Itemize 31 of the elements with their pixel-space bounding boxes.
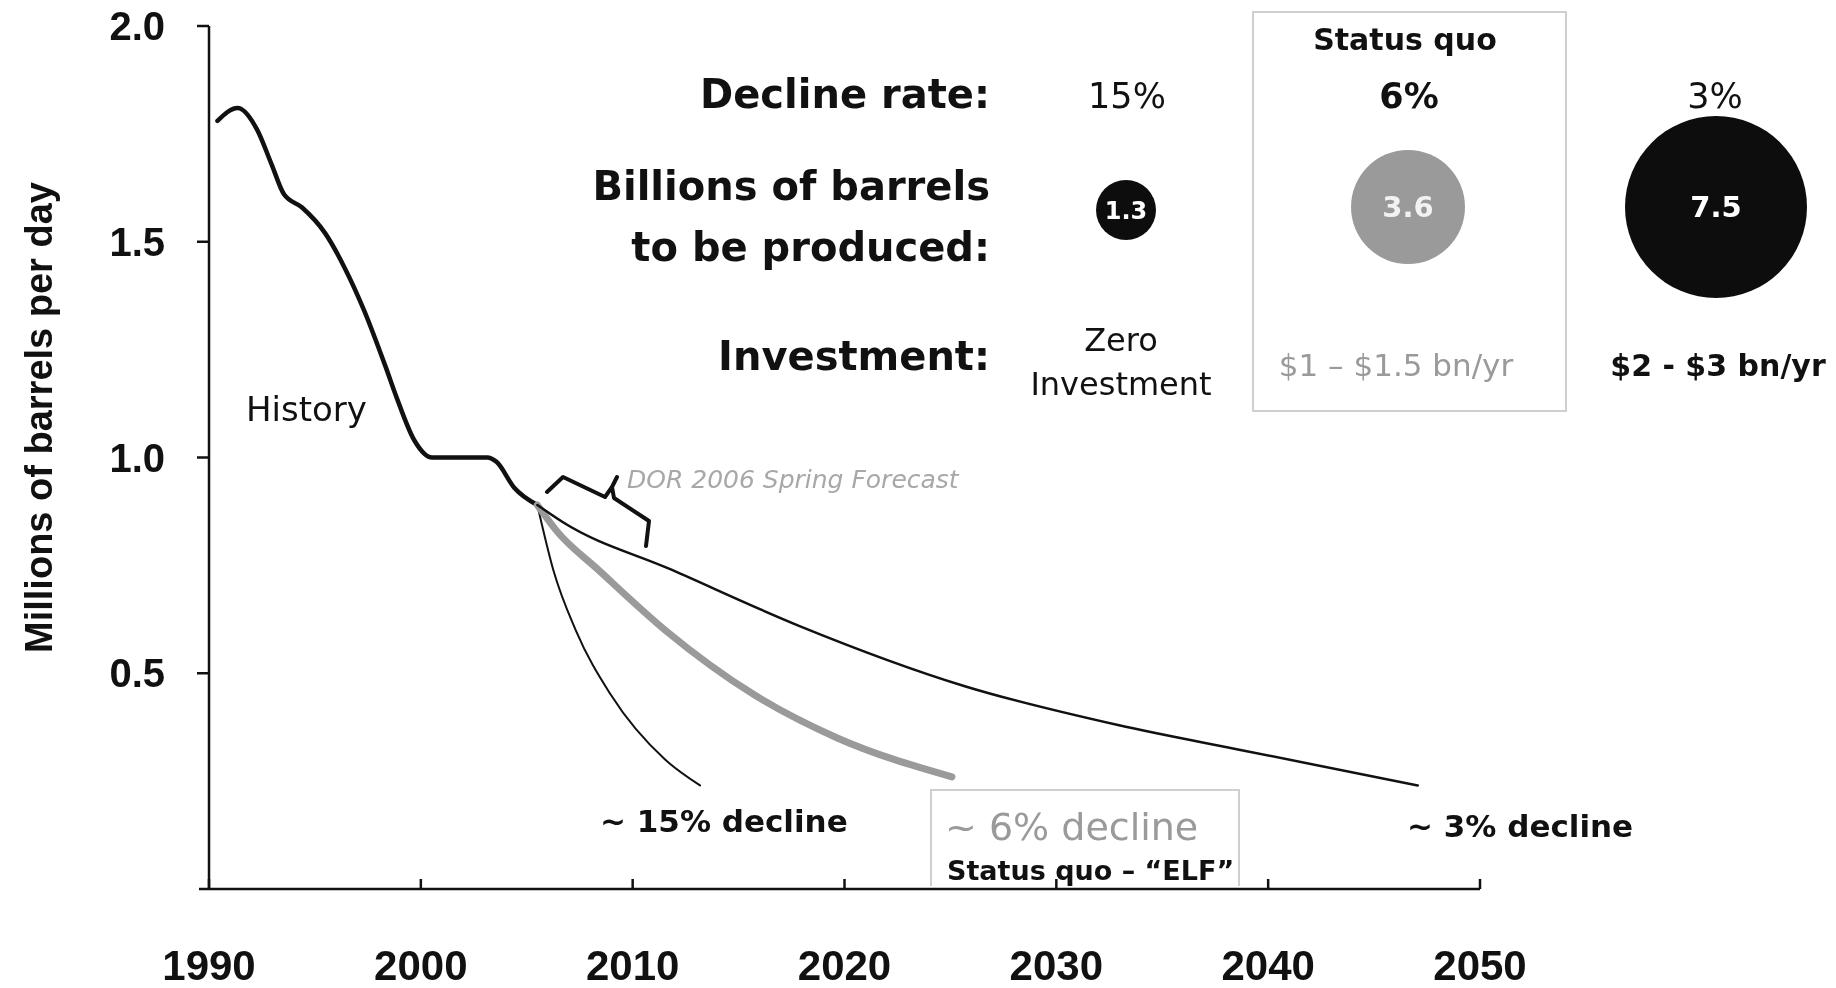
y-axis-title: Millions of barrels per day [18,182,60,653]
annotation: Status quo [1313,22,1497,57]
annotation: Billions of barrels to be produced: [592,163,990,270]
annotation: 6% [1379,76,1439,116]
annotation: Status quo – “ELF” [947,855,1235,886]
text: 3% [1687,76,1743,116]
series-label: ~ 6% decline [945,805,1199,849]
annotation: Zero Investment [1030,321,1212,403]
y-tick-label: 1.0 [109,435,165,480]
series-label: ~ 3% decline [1407,808,1634,844]
annotation: $1 – $1.5 bn/yr [1278,347,1514,383]
text: $2 - $3 bn/yr [1610,348,1826,383]
text: 7.5 [1690,190,1742,224]
series-label: ~ 15% decline [600,803,848,839]
x-tick-label: 2040 [1221,942,1315,988]
series-label: History [246,389,367,429]
annotation: Investment: [718,333,990,379]
annotation: 15% [1088,76,1166,116]
annotation: DOR 2006 Spring Forecast [627,465,960,494]
y-tick-label: 2.0 [109,4,165,48]
x-tick-label: 2050 [1433,942,1527,988]
annotation: Decline rate: [700,71,990,117]
x-tick-label: 2020 [797,942,892,988]
y-tick-label: 1.5 [109,219,165,264]
x-tick-label: 2030 [1009,942,1104,988]
annotation: 3.6 [1382,190,1434,224]
x-tick-label: 2000 [374,942,468,988]
x-tick-label: 2010 [585,942,680,988]
x-tick-label: 1990 [162,942,256,988]
annotation: 1.3 [1104,197,1148,225]
y-tick-label: 0.5 [109,651,165,696]
